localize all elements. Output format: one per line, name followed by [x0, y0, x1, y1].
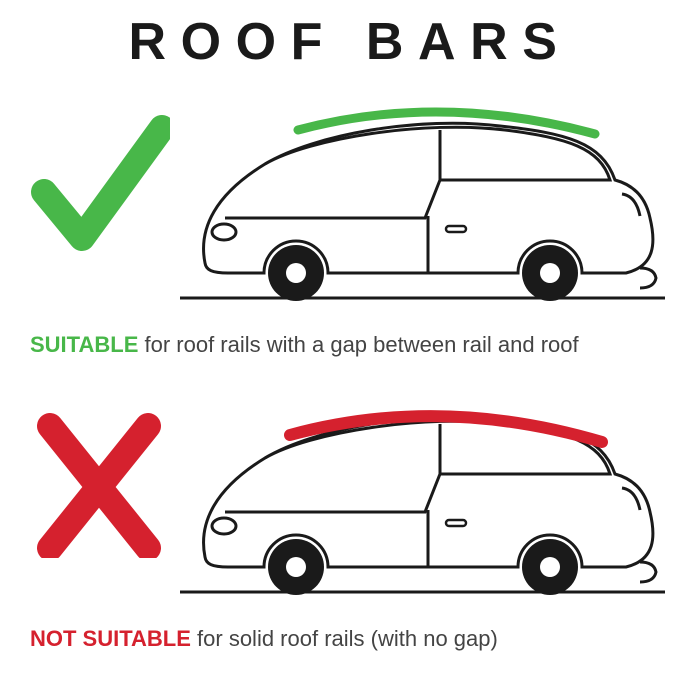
car-not-suitable [170, 392, 670, 622]
caption-lead: NOT SUITABLE [30, 626, 191, 651]
cross-icon [30, 408, 170, 558]
panel-suitable: SUITABLE for roof rails with a gap betwe… [30, 98, 670, 358]
page-title: ROOF BARS [0, 0, 700, 72]
caption-text: for solid roof rails (with no gap) [191, 626, 498, 651]
caption-suitable: SUITABLE for roof rails with a gap betwe… [30, 332, 579, 358]
panel-not-suitable: NOT SUITABLE for solid roof rails (with … [30, 392, 670, 652]
caption-lead: SUITABLE [30, 332, 138, 357]
caption-text: for roof rails with a gap between rail a… [138, 332, 578, 357]
caption-not-suitable: NOT SUITABLE for solid roof rails (with … [30, 626, 498, 652]
check-icon [30, 114, 170, 264]
car-suitable [170, 98, 670, 328]
